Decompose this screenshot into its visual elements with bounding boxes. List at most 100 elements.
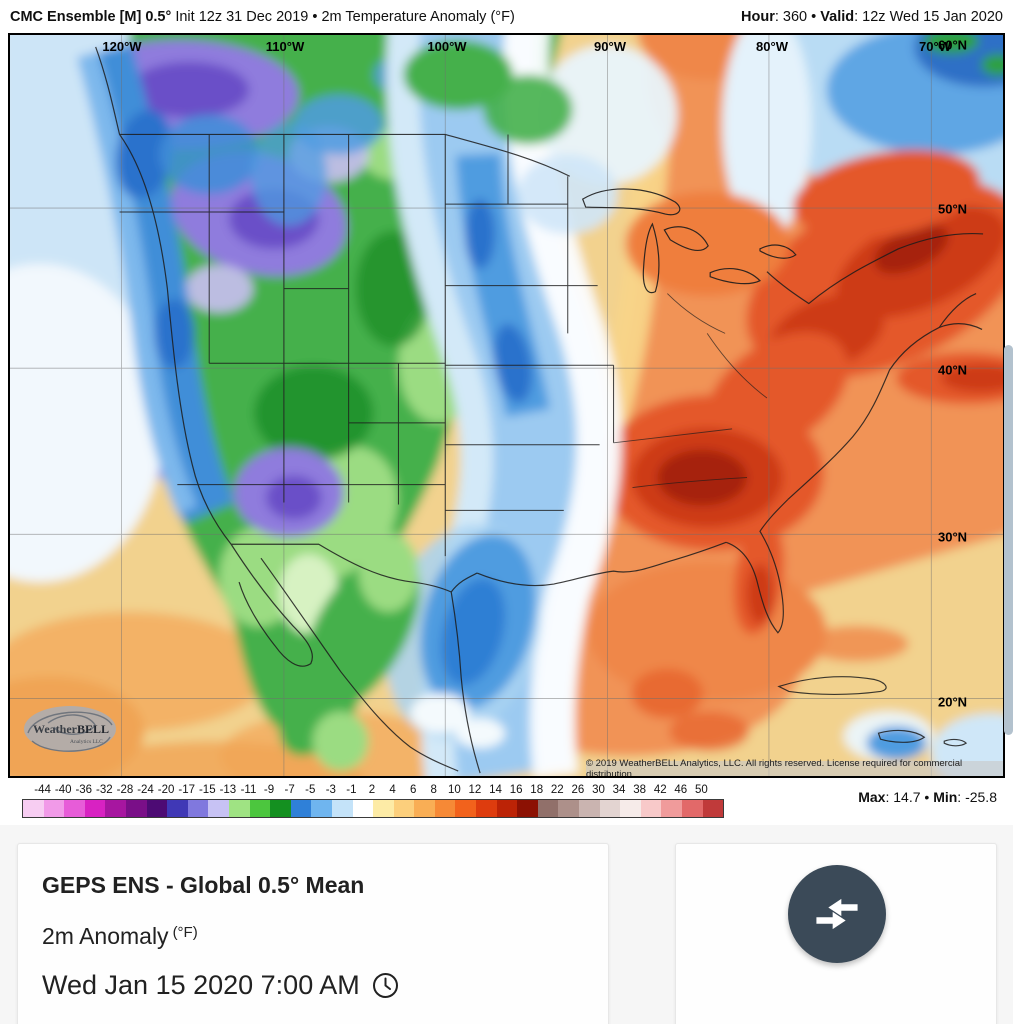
lon-label: 110°W — [265, 39, 305, 54]
scale-tick: 4 — [389, 784, 396, 796]
scale-tick: 14 — [489, 784, 502, 796]
scale-color-segment — [414, 800, 435, 817]
lat-label: 40°N — [938, 362, 968, 378]
map-canvas[interactable]: 120°W 110°W 100°W 90°W 80°W 70°W 60°N 50°N 40°N 3… — [8, 33, 1005, 778]
scale-color-segment — [537, 800, 559, 817]
scale-color-segment — [331, 800, 353, 817]
compare-arrows-icon — [816, 898, 858, 930]
scale-color-segment — [249, 800, 271, 817]
clock-icon[interactable] — [372, 972, 399, 999]
hour-label: Hour — [741, 8, 775, 25]
valid-datetime-row[interactable]: Wed Jan 15 2020 7:00 AM — [42, 970, 399, 1001]
scale-color-segment — [270, 800, 291, 817]
scale-color-segment — [579, 800, 600, 817]
valid-label: Valid — [820, 8, 855, 25]
scale-tick: 6 — [409, 784, 417, 796]
scale-tick: 46 — [674, 784, 688, 796]
compare-maps-button[interactable] — [788, 865, 886, 963]
scale-tick: 8 — [430, 784, 437, 796]
lon-label: 90°W — [594, 39, 626, 54]
scale-tick: -3 — [325, 784, 336, 796]
scale-tick: -32 — [96, 784, 113, 796]
model-title: GEPS ENS - Global 0.5° Mean — [42, 872, 365, 898]
lat-label: 50°N — [938, 201, 968, 217]
scale-color-segment — [208, 800, 229, 817]
scale-tick: 42 — [653, 784, 667, 796]
scrollbar-thumb[interactable] — [1004, 345, 1013, 735]
scale-tick: -1 — [346, 784, 357, 796]
scale-color-segment — [682, 800, 703, 817]
scale-tick: -13 — [219, 784, 237, 796]
scale-color-segment — [661, 800, 682, 817]
max-label: Max — [858, 789, 886, 805]
scale-color-segment — [434, 800, 456, 817]
temperature-shading — [10, 35, 1003, 776]
min-label: Min — [933, 789, 958, 805]
scale-color-segment — [43, 800, 65, 817]
scale-tick: -15 — [198, 784, 216, 796]
scale-tick: 12 — [468, 784, 482, 796]
weatherbell-logo-art: WeatherBELL Analytics LLC — [24, 706, 116, 752]
color-scale-area: -44 -40 -36 -32 -28 -24 -20 -17 -15 -13 -11 -9 -7 -5-… — [0, 778, 1013, 825]
lon-label: 70°W — [919, 39, 951, 54]
svg-text:Analytics LLC: Analytics LLC — [70, 739, 103, 745]
scale-color-segment — [702, 800, 724, 817]
lat-label: 60°N — [938, 37, 968, 53]
scale-color-segment — [23, 800, 44, 817]
scale-color-segment — [640, 800, 662, 817]
model-subtitle: Init 12z 31 Dec 2019 • 2m Temperature An… — [171, 8, 515, 25]
scale-tick: 10 — [447, 784, 461, 796]
lat-label: 30°N — [938, 529, 968, 545]
scale-tick: -11 — [240, 784, 257, 796]
max-value: : 14.7 • — [885, 789, 934, 805]
scale-tick: -5 — [305, 784, 316, 796]
weatherbell-logo: WeatherBELL Analytics LLC — [18, 699, 128, 761]
scale-tick: 22 — [550, 784, 564, 796]
lon-label: 80°W — [756, 39, 788, 54]
scale-color-segment — [517, 800, 538, 817]
scale-color-segment — [311, 800, 332, 817]
scale-color-segment — [228, 800, 250, 817]
scale-color-segment — [373, 800, 394, 817]
copyright-notice: © 2019 WeatherBELL Analytics, LLC. All r… — [586, 758, 1003, 776]
control-panel: GEPS ENS - Global 0.5° Mean 2m Anomaly (°… — [0, 825, 1013, 1024]
scale-tick: -24 — [137, 784, 154, 796]
scale-color-segment — [146, 800, 168, 817]
hour-value: : 360 • — [774, 8, 821, 25]
valid-datetime: Wed Jan 15 2020 7:00 AM — [42, 970, 360, 1000]
scale-color-segment — [558, 800, 580, 817]
max-min-readout: Max: 14.7 • Min: -25.8 — [858, 789, 997, 805]
scale-color-segment — [84, 800, 106, 817]
scale-tick: -28 — [116, 784, 134, 796]
map-title-bar: CMC Ensemble [M] 0.5° Init 12z 31 Dec 20… — [0, 0, 1013, 33]
scale-color-segment — [167, 800, 188, 817]
scale-tick: -20 — [157, 784, 175, 796]
coastlines-borders — [95, 46, 984, 774]
scale-color-segment — [476, 800, 497, 817]
scale-color-segment — [105, 800, 126, 817]
valid-value: : 12z Wed 15 Jan 2020 — [854, 8, 1003, 25]
scale-color-segment — [620, 800, 641, 817]
scale-tick: -40 — [54, 784, 72, 796]
scale-color-segment — [496, 800, 518, 817]
scale-tick: 50 — [695, 784, 708, 796]
scale-color-segment — [455, 800, 477, 817]
valid-time-info: Hour: 360 • Valid: 12z Wed 15 Jan 2020 — [741, 9, 1003, 25]
scale-color-segment — [64, 800, 85, 817]
scale-tick: -17 — [178, 784, 196, 796]
lon-label: 100°W — [427, 39, 467, 54]
scale-tick: 2 — [368, 784, 376, 796]
scale-color-segment — [290, 800, 312, 817]
lat-label: 20°N — [938, 694, 968, 710]
scale-tick: 26 — [571, 784, 585, 796]
parameter-label: 2m Anomaly (°F) — [42, 923, 198, 950]
scale-tick: -7 — [284, 784, 295, 796]
svg-text:WeatherBELL: WeatherBELL — [33, 722, 109, 736]
scale-tick: -36 — [75, 784, 93, 796]
min-value: : -25.8 — [957, 789, 997, 805]
model-info-card: GEPS ENS - Global 0.5° Mean 2m Anomaly (°… — [17, 843, 609, 1024]
scale-tick: 34 — [612, 784, 626, 796]
lon-label: 120°W — [102, 39, 142, 54]
scale-tick: 16 — [509, 784, 523, 796]
